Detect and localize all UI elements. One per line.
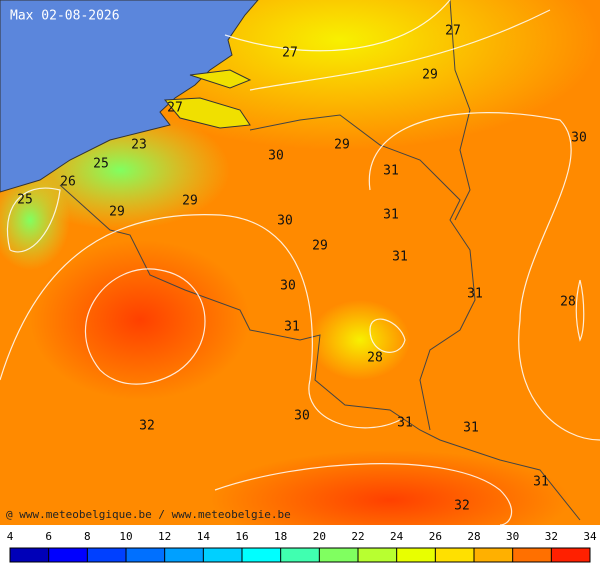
colorbar-label: 26 [429, 530, 442, 543]
warm-zone [310, 300, 410, 380]
color-segment [474, 548, 513, 562]
color-segment [87, 548, 126, 562]
isotherm-label: 31 [284, 320, 300, 335]
cool-zone [0, 170, 70, 270]
isotherm-label: 31 [463, 421, 479, 436]
colorbar-label: 18 [274, 530, 287, 543]
colorbar-label: 22 [351, 530, 364, 543]
color-segment [512, 548, 552, 562]
isotherm-label: 29 [422, 68, 438, 83]
colorbar-label: 30 [506, 530, 519, 543]
color-segment [396, 548, 436, 562]
credit: @ www.meteobelgique.be / www.meteobelgie… [6, 508, 291, 521]
sea [0, 0, 259, 193]
map-title: Max 02-08-2026 [10, 9, 120, 24]
isotherm-label: 29 [334, 138, 350, 153]
hot-zone [30, 240, 250, 400]
color-segment [280, 548, 320, 562]
isotherm-label: 27 [167, 101, 183, 116]
color-segment [48, 548, 88, 562]
colorbar-label: 6 [45, 530, 52, 543]
isotherm-label: 27 [445, 24, 461, 39]
isotherm-label: 30 [280, 279, 296, 294]
colorbar-label: 20 [313, 530, 326, 543]
colorbar-label: 14 [197, 530, 211, 543]
isotherm-label: 30 [268, 149, 284, 164]
color-segment [435, 548, 474, 562]
colorbar-label: 24 [390, 530, 404, 543]
isotherm-label: 28 [367, 351, 383, 366]
isotherm-label: 28 [560, 295, 576, 310]
isotherm-label: 30 [277, 214, 293, 229]
color-segment [319, 548, 358, 562]
isotherm-label: 31 [467, 287, 483, 302]
isotherm-label: 27 [282, 46, 298, 61]
isotherm-label: 31 [383, 208, 399, 223]
colorbar-label: 4 [7, 530, 14, 543]
island [163, 69, 252, 129]
isotherm-label: 31 [383, 164, 399, 179]
isotherm-label: 23 [131, 138, 147, 153]
isotherm-label: 26 [60, 175, 76, 190]
color-segment [164, 548, 204, 562]
colorbar-label: 28 [467, 530, 480, 543]
color-segment [10, 548, 49, 562]
colorbar-label: 34 [583, 530, 597, 543]
isotherm-label: 31 [392, 250, 408, 265]
isotherm-label: 30 [571, 131, 587, 146]
isotherm-label: 32 [454, 499, 470, 514]
isotherm-label: 25 [17, 193, 33, 208]
isotherm-label: 31 [397, 416, 413, 431]
isotherm-label: 25 [93, 157, 109, 172]
isotherm-label: 31 [533, 475, 549, 490]
colorbar-label: 32 [545, 530, 558, 543]
isotherm-label: 29 [312, 239, 328, 254]
color-segment [551, 548, 590, 562]
colorbar-label: 16 [235, 530, 248, 543]
color-segment [126, 548, 165, 562]
isotherm-label: 29 [109, 205, 125, 220]
color-segment [358, 548, 397, 562]
isotherms [0, 0, 600, 441]
isotherm-label: 30 [294, 409, 310, 424]
borders [59, 0, 581, 521]
color-segment [203, 548, 242, 562]
isotherm-label: 29 [182, 194, 198, 209]
colorbar-label: 12 [158, 530, 171, 543]
colorbar-frame [9, 547, 591, 563]
colorbar-label: 10 [119, 530, 132, 543]
colorbar-label: 8 [84, 530, 91, 543]
color-segment [242, 548, 281, 562]
isotherm-label: 32 [139, 419, 155, 434]
map: Max 02-08-2026 @ www.meteobelgique.be / … [0, 0, 600, 550]
